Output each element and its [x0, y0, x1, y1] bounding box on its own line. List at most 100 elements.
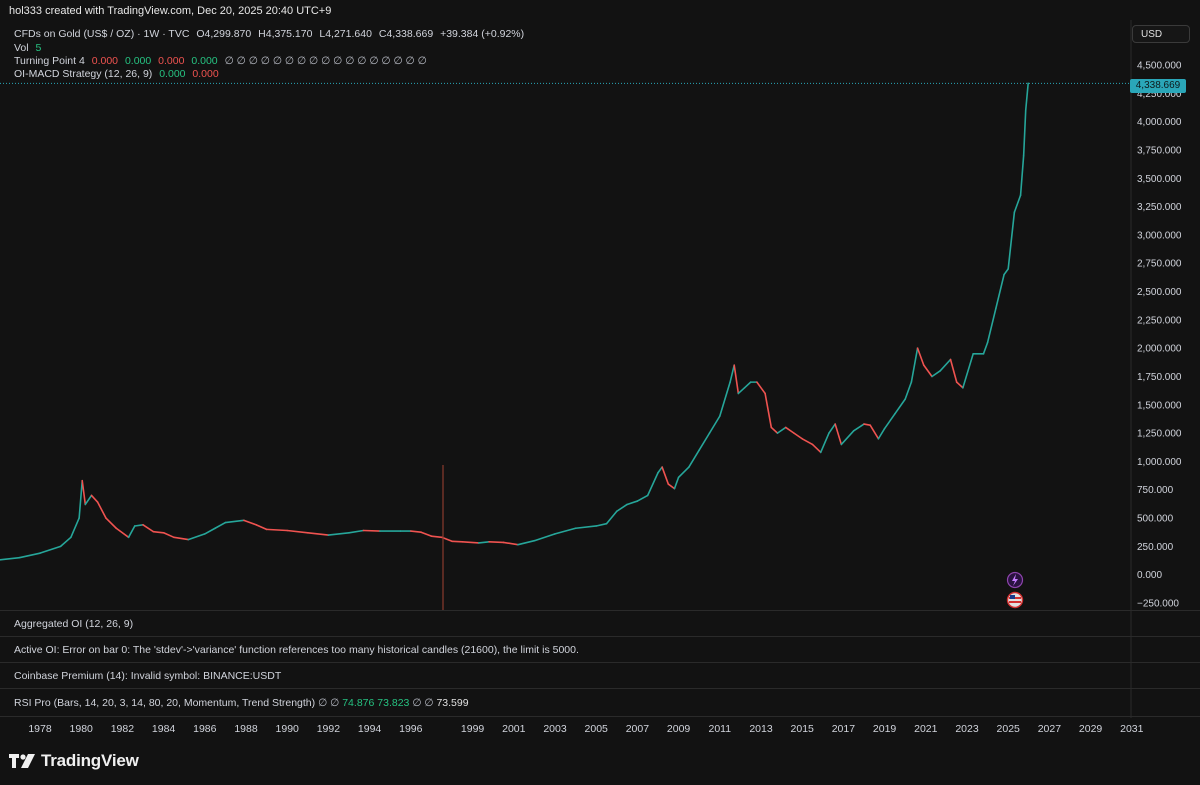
price-segment: [409, 530, 422, 534]
pane-divider[interactable]: [0, 688, 1200, 689]
pane-divider[interactable]: [0, 662, 1200, 663]
price-tick-label: 4,000.000: [1137, 117, 1182, 128]
pane-divider[interactable]: [0, 610, 1200, 611]
time-tick-label: 1999: [461, 723, 485, 735]
price-segment: [828, 423, 836, 434]
ohlc-open: O4,299.870: [196, 28, 252, 40]
active-oi-error[interactable]: Active OI: Error on bar 0: The 'stdev'->…: [14, 644, 579, 656]
oi-macd-legend[interactable]: OI-MACD Strategy (12, 26, 9) 0.000 0.000: [14, 68, 223, 80]
price-segment: [39, 545, 62, 554]
price-segment: [517, 539, 536, 546]
price-segment: [667, 483, 676, 490]
us-flag-icon[interactable]: [1006, 591, 1024, 609]
price-segment: [661, 466, 670, 485]
time-tick-label: 2019: [873, 723, 897, 735]
price-axis[interactable]: −250.000 0.000 250.000 500.000 750.000 1,000.…: [1137, 61, 1182, 610]
flash-icon[interactable]: [1006, 571, 1024, 589]
price-segment: [834, 423, 843, 446]
ohlc-low: L4,271.640: [319, 28, 372, 40]
price-segment: [1024, 82, 1029, 112]
price-segment: [883, 413, 896, 430]
price-segment: [982, 341, 989, 355]
time-tick-label: 1982: [111, 723, 135, 735]
symbol-title[interactable]: CFDs on Gold (US$ / OZ) · 1W · TVC: [14, 28, 190, 40]
price-segment: [743, 381, 752, 389]
price-tick-label: 3,000.000: [1137, 230, 1182, 241]
tradingview-logo-icon: [9, 754, 35, 768]
price-segment: [286, 529, 309, 534]
pane-divider[interactable]: [0, 636, 1200, 637]
price-segment: [420, 531, 433, 537]
price-segment: [173, 536, 190, 541]
price-segment: [793, 432, 804, 440]
turning-point-value-1: 0.000: [91, 55, 119, 67]
price-segment: [574, 525, 598, 530]
time-axis[interactable]: 1978 1980 1982 1984 1986 1988 1990 1992 1994 1996…: [28, 723, 1143, 735]
price-segment: [595, 522, 608, 527]
price-segment: [962, 353, 974, 389]
price-segment: [430, 535, 443, 539]
price-segment: [1022, 109, 1027, 157]
rsi-null-values-2: ∅ ∅: [412, 697, 434, 709]
oi-macd-value-1: 0.000: [159, 68, 186, 80]
ohlc-high: H4,375.170: [258, 28, 313, 40]
volume-legend[interactable]: Vol 5: [14, 42, 45, 54]
price-segment: [698, 432, 711, 451]
price-segment: [605, 510, 618, 525]
ohlc-close: C4,338.669: [378, 28, 434, 40]
turning-point-value-3: 0.000: [158, 55, 185, 67]
price-segment: [949, 358, 958, 383]
price-segment: [869, 424, 880, 440]
time-tick-label: 2017: [832, 723, 856, 735]
price-segment: [142, 524, 155, 533]
price-segment: [852, 423, 865, 432]
price-segment: [461, 541, 480, 544]
price-segment: [1013, 194, 1022, 214]
tradingview-logo[interactable]: TradingView: [9, 751, 139, 771]
price-segment: [615, 503, 628, 513]
price-segment: [105, 517, 118, 530]
time-tick-label: 2003: [543, 723, 567, 735]
time-tick-label: 1990: [276, 723, 300, 735]
price-segment: [776, 426, 787, 434]
turning-point-legend[interactable]: Turning Point 4 0.000 0.000 0.000 0.000 …: [14, 55, 431, 67]
time-tick-label: 1988: [234, 723, 258, 735]
price-tick-label: −250.000: [1137, 599, 1179, 610]
coinbase-premium-error[interactable]: Coinbase Premium (14): Invalid symbol: B…: [14, 670, 282, 682]
price-tick-label: 4,250.000: [1137, 89, 1182, 100]
price-segment: [78, 479, 84, 519]
time-tick-label: 2011: [709, 723, 732, 735]
time-tick-label: 2027: [1038, 723, 1062, 735]
price-tick-label: 1,000.000: [1137, 457, 1182, 468]
time-tick-label: 2025: [997, 723, 1021, 735]
price-tick-label: 1,250.000: [1137, 429, 1182, 440]
turning-point-label: Turning Point 4: [14, 55, 85, 67]
price-segment: [502, 541, 519, 546]
price-segment: [718, 381, 731, 417]
price-segment: [214, 521, 227, 530]
price-segment: [0, 556, 21, 561]
price-segment: [84, 494, 93, 506]
time-tick-label: 2023: [955, 723, 979, 735]
price-segment: [819, 432, 830, 454]
currency-button[interactable]: USD: [1132, 25, 1190, 43]
time-tick-label: 2013: [749, 723, 773, 735]
price-segment: [133, 524, 144, 527]
rsi-pro-legend[interactable]: RSI Pro (Bars, 14, 20, 3, 14, 80, 20, Mo…: [14, 697, 469, 709]
price-segment: [152, 530, 165, 534]
aggregated-oi-label[interactable]: Aggregated OI (12, 26, 9): [14, 618, 134, 630]
price-segment: [451, 540, 464, 543]
price-segment: [327, 531, 350, 536]
tradingview-wordmark: TradingView: [41, 751, 139, 770]
rsi-value-1: 74.876: [342, 697, 375, 709]
price-segment: [939, 358, 952, 372]
volume-value: 5: [35, 42, 42, 54]
price-segment: [70, 517, 80, 539]
time-tick-label: 1978: [28, 723, 52, 735]
time-tick-label: 1984: [152, 723, 176, 735]
price-tick-label: 500.000: [1137, 514, 1174, 525]
price-segment: [756, 381, 766, 395]
rsi-value-3: 73.599: [436, 697, 469, 709]
price-segment: [840, 430, 855, 446]
